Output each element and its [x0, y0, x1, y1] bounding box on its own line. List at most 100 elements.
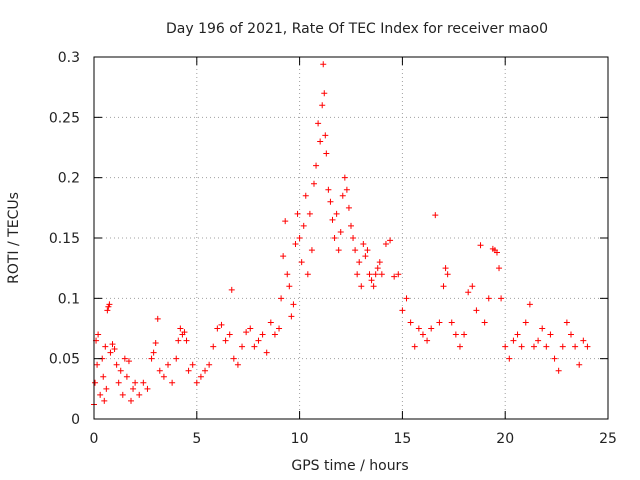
data-point [113, 361, 120, 368]
data-point [117, 367, 124, 374]
data-point [399, 307, 406, 314]
data-point [372, 271, 379, 278]
data-point [502, 343, 509, 350]
data-point [362, 253, 369, 260]
data-point [280, 253, 287, 260]
data-point [121, 355, 128, 362]
data-point [358, 283, 365, 290]
data-point [345, 204, 352, 211]
data-point [109, 341, 116, 348]
data-point [296, 235, 303, 241]
data-point [189, 361, 196, 368]
data-point [481, 319, 488, 326]
data-point [226, 331, 233, 338]
data-point [197, 373, 204, 380]
data-point [551, 355, 558, 362]
x-axis-label: GPS time / hours [291, 458, 408, 474]
data-point [496, 265, 503, 272]
x-tick-label: 10 [291, 431, 309, 447]
data-point [485, 295, 492, 302]
data-point [563, 319, 570, 326]
y-tick-label: 0.05 [49, 352, 80, 368]
data-point [555, 367, 562, 374]
data-point [130, 385, 137, 392]
data-point [320, 61, 327, 68]
data-point [115, 379, 122, 386]
data-point [339, 192, 346, 199]
data-point [177, 325, 184, 332]
x-tick-label: 20 [496, 431, 514, 447]
data-point [278, 295, 285, 302]
data-point [102, 343, 109, 350]
data-point [370, 283, 377, 290]
data-point [440, 283, 447, 290]
data-point [313, 162, 320, 169]
data-point [276, 325, 283, 332]
y-tick-label: 0 [71, 412, 80, 428]
data-point [498, 295, 505, 302]
data-point [222, 337, 229, 344]
data-point [169, 379, 176, 386]
data-point [144, 385, 151, 392]
data-point [152, 339, 159, 346]
data-points [91, 61, 591, 408]
data-point [306, 210, 313, 217]
data-point [360, 241, 367, 248]
data-point [415, 325, 422, 332]
data-point [300, 222, 307, 229]
y-tick-label: 0.2 [58, 171, 80, 187]
data-point [572, 343, 579, 350]
y-tick-label: 0.25 [49, 110, 80, 126]
data-point [128, 397, 135, 404]
data-point [366, 271, 373, 278]
data-point [327, 198, 334, 205]
data-point [436, 319, 443, 326]
data-point [530, 343, 537, 350]
data-point [329, 216, 336, 223]
data-point [333, 210, 340, 217]
data-point [150, 349, 157, 356]
data-point [387, 237, 394, 244]
data-point [348, 222, 354, 229]
x-tick-label: 0 [90, 431, 99, 447]
data-point [350, 235, 357, 241]
data-point [535, 337, 542, 344]
data-point [567, 331, 574, 338]
data-point [518, 343, 525, 350]
data-point [452, 331, 459, 338]
y-tick-label: 0.3 [58, 50, 80, 66]
y-axis: 0 0.05 0.1 0.15 0.2 0.25 0.3 [49, 50, 608, 428]
data-point [259, 331, 266, 338]
data-point [514, 331, 521, 338]
data-point [343, 186, 350, 193]
data-point [136, 391, 143, 398]
data-point [202, 367, 209, 374]
data-point [234, 361, 241, 368]
data-point [395, 271, 402, 278]
data-point [286, 283, 293, 290]
data-point [271, 331, 278, 338]
data-point [156, 367, 163, 374]
data-point [493, 249, 500, 256]
data-point [403, 295, 410, 302]
data-point [547, 331, 554, 338]
data-point [111, 346, 118, 353]
data-point [374, 265, 381, 272]
data-point [407, 319, 414, 326]
data-point [132, 379, 139, 386]
data-point [95, 331, 102, 338]
data-point [193, 379, 200, 386]
data-point [424, 337, 431, 344]
data-point [337, 228, 344, 235]
data-point [175, 337, 182, 344]
data-point [432, 212, 439, 219]
data-point [140, 379, 147, 386]
data-point [442, 265, 449, 272]
data-point [352, 247, 359, 254]
x-axis: 0 5 10 15 20 25 [90, 57, 617, 447]
data-point [282, 218, 289, 225]
data-point [302, 192, 309, 199]
x-tick-label: 25 [599, 431, 617, 447]
data-point [255, 337, 262, 344]
